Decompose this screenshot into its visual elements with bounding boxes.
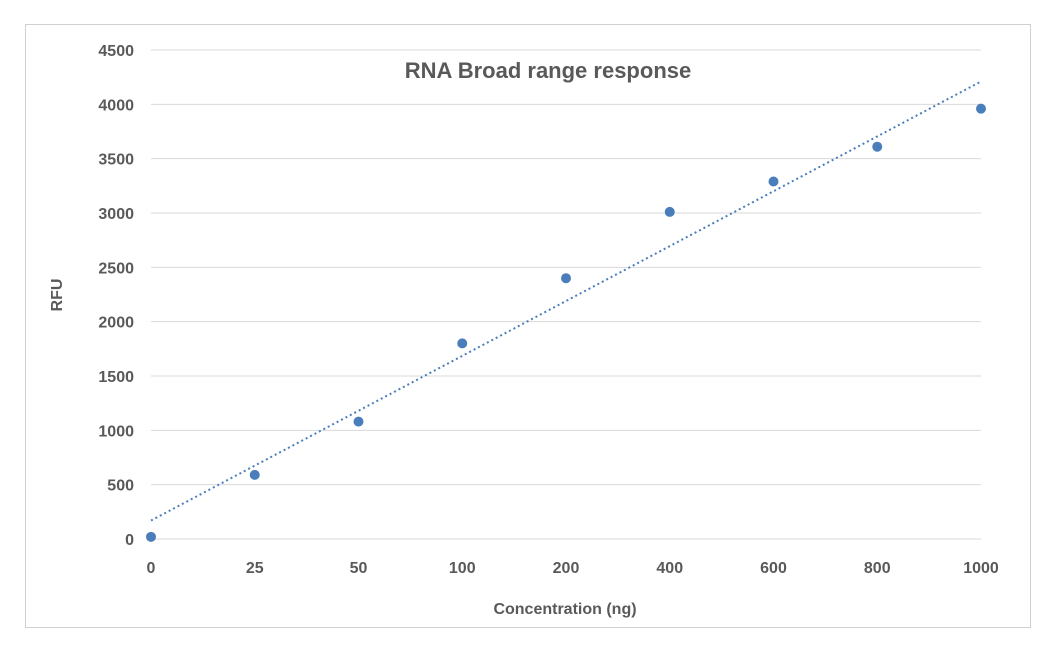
y-tick-label: 2000 <box>98 315 134 332</box>
x-axis-ticks: 0 25 50 100 200 400 600 800 1000 <box>147 560 999 577</box>
data-point-25 <box>249 469 260 480</box>
data-points <box>146 103 986 542</box>
x-tick-label: 400 <box>656 560 683 577</box>
y-axis-ticks: 0 500 1000 1500 2000 2500 3000 3500 4000 4500 <box>98 43 134 549</box>
trendline-layer <box>150 80 982 522</box>
data-point-200 <box>561 273 571 284</box>
x-tick-label: 0 <box>147 560 156 577</box>
x-tick-label: 25 <box>246 560 264 577</box>
x-tick-label: 200 <box>553 560 580 577</box>
y-tick-label: 3500 <box>98 152 134 169</box>
data-point-50 <box>353 416 364 427</box>
x-tick-label: 100 <box>449 560 476 577</box>
y-tick-label: 4500 <box>98 43 134 60</box>
x-axis-title: Concentration (ng) <box>493 601 636 618</box>
y-tick-label: 3000 <box>98 206 134 223</box>
y-tick-label: 1500 <box>98 369 134 386</box>
y-tick-label: 0 <box>125 532 134 549</box>
x-tick-label: 800 <box>864 560 891 577</box>
data-point-100 <box>457 338 468 349</box>
data-point-800 <box>872 141 883 152</box>
y-tick-label: 2500 <box>98 260 134 277</box>
y-tick-label: 4000 <box>98 97 134 114</box>
grid-layer <box>151 49 981 540</box>
chart-frame <box>25 24 1031 628</box>
data-point-600 <box>768 176 779 187</box>
y-tick-label: 500 <box>107 478 134 495</box>
y-tick-label: 1000 <box>98 423 134 440</box>
x-tick-label: 600 <box>760 560 787 577</box>
data-point-0 <box>146 531 156 542</box>
x-tick-label: 1000 <box>963 560 999 577</box>
x-tick-label: 50 <box>350 560 368 577</box>
linear-trendline <box>150 80 982 522</box>
chart-title: RNA Broad range response <box>405 58 691 83</box>
y-axis-title: RFU <box>49 279 66 312</box>
data-point-400 <box>664 206 675 217</box>
data-point-1000 <box>976 103 986 114</box>
